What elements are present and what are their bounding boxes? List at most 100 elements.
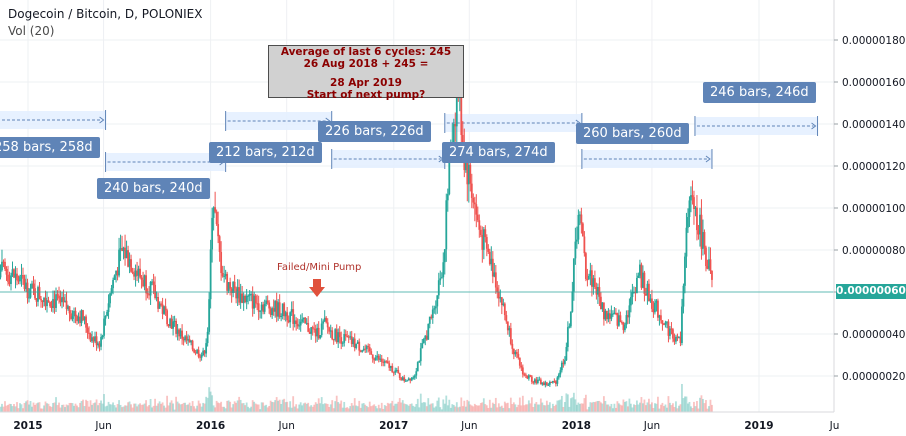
price-candle-body: [667, 321, 670, 336]
volume-bar: [639, 402, 641, 412]
price-candle-body: [643, 272, 646, 294]
price-candle-body: [443, 249, 446, 263]
volume-bar: [388, 403, 391, 412]
price-candle-body: [298, 325, 301, 327]
cycle-label-246[interactable]: 246 bars, 246d: [703, 82, 816, 103]
price-candle-body: [5, 268, 8, 275]
volume-bar: [194, 408, 197, 412]
price-candle-body: [308, 331, 311, 334]
volume-indicator-label: Vol (20): [8, 24, 55, 38]
price-candle-body: [278, 302, 281, 318]
volume-bar: [280, 403, 283, 412]
volume-bar: [482, 398, 485, 412]
cycle-label-212[interactable]: 212 bars, 212d: [209, 142, 322, 163]
price-candle-body: [113, 275, 116, 280]
volume-bar: [509, 397, 512, 412]
price-candle-body: [452, 124, 455, 144]
volume-bar: [4, 401, 6, 412]
volume-bar: [205, 396, 208, 412]
volume-bar: [337, 402, 340, 412]
price-candle-body: [700, 214, 703, 249]
volume-bar: [424, 402, 427, 412]
volume-bar: [619, 404, 622, 412]
price-candle-body: [709, 259, 712, 271]
price-candle-body: [487, 248, 490, 252]
volume-bar: [58, 402, 60, 412]
volume-bar: [191, 401, 194, 412]
price-candle-body: [630, 297, 632, 306]
volume-bar: [625, 401, 628, 412]
price-candle-body: [388, 363, 391, 368]
volume-bar: [569, 398, 572, 412]
price-candle-body: [94, 336, 96, 342]
price-candle-body: [101, 335, 104, 338]
volume-bar: [690, 406, 692, 412]
price-candle-body: [672, 329, 674, 339]
volume-bar: [83, 406, 86, 412]
x-tick-label: Jun: [643, 420, 660, 432]
price-candle-body: [517, 353, 520, 358]
price-candle-body: [254, 295, 257, 304]
cycle-label-258[interactable]: 258 bars, 258d: [0, 137, 100, 158]
price-candle-body: [362, 348, 365, 351]
price-candle-body: [527, 375, 530, 379]
price-candle-body: [68, 306, 71, 314]
price-candle-body: [290, 309, 293, 313]
volume-bar: [593, 402, 596, 412]
price-candle-body: [545, 382, 548, 386]
volume-bar: [485, 405, 488, 412]
volume-bar: [436, 400, 439, 412]
x-tick-label: 2017: [379, 420, 408, 432]
volume-bar: [658, 408, 661, 412]
volume-bar: [73, 405, 75, 412]
volume-bar: [478, 405, 481, 412]
volume-bar: [382, 408, 385, 412]
price-candle-body: [79, 316, 81, 324]
volume-bar: [263, 405, 266, 412]
volume-bar: [415, 404, 418, 412]
price-candle-body: [65, 300, 68, 310]
volume-bar: [242, 403, 245, 412]
volume-bar: [116, 404, 119, 412]
price-candle-body: [200, 354, 203, 358]
volume-bar: [413, 406, 416, 412]
price-candle-body: [703, 232, 706, 248]
volume-bar: [199, 403, 202, 412]
volume-bar: [660, 404, 662, 412]
cycle-range-box: [331, 150, 445, 168]
price-candle-body: [412, 377, 415, 379]
price-candle-body: [218, 236, 221, 252]
volume-bar: [178, 403, 181, 412]
cycle-label-226[interactable]: 226 bars, 226d: [318, 121, 431, 142]
volume-bar: [11, 406, 14, 412]
price-candle-body: [128, 259, 131, 267]
price-candle-body: [509, 328, 512, 344]
cycle-label-240[interactable]: 240 bars, 240d: [97, 178, 210, 199]
price-candle-body: [14, 273, 17, 278]
price-candle-body: [379, 358, 382, 360]
price-candle-body: [227, 282, 230, 291]
volume-bar: [595, 401, 598, 412]
price-candle-body: [608, 313, 611, 319]
volume-bar: [633, 404, 635, 412]
cycle-label-260[interactable]: 260 bars, 260d: [576, 123, 689, 144]
price-candle-body: [654, 302, 656, 313]
volume-bar: [628, 398, 631, 412]
price-candle-body: [508, 328, 511, 331]
volume-bar: [272, 402, 275, 412]
volume-bar: [289, 401, 292, 412]
price-candle-body: [257, 303, 260, 312]
volume-bar: [248, 408, 251, 412]
cycle-label-274[interactable]: 274 bars, 274d: [442, 142, 555, 163]
volume-bar: [681, 383, 683, 412]
volume-bar: [47, 403, 50, 412]
volume-bar: [574, 399, 577, 412]
volume-bar: [220, 401, 223, 412]
price-candle-body: [425, 335, 428, 340]
volume-bar: [224, 408, 227, 412]
volume-bar: [443, 403, 446, 412]
price-candle-body: [143, 275, 146, 287]
volume-bar: [209, 391, 212, 412]
price-candle-body: [205, 343, 208, 354]
volume-bar: [91, 404, 93, 412]
